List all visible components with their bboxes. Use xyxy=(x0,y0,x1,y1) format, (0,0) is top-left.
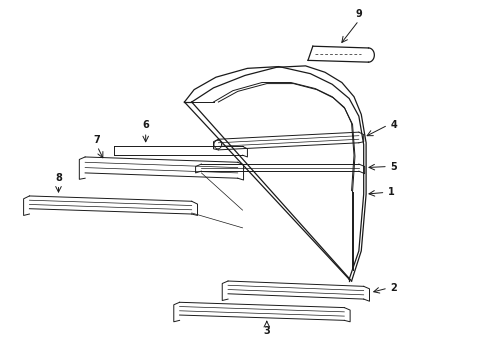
Text: 4: 4 xyxy=(391,120,397,130)
Text: 2: 2 xyxy=(391,283,397,293)
Text: 3: 3 xyxy=(264,326,270,336)
Text: 9: 9 xyxy=(355,9,362,19)
Text: 8: 8 xyxy=(55,173,62,183)
Text: 1: 1 xyxy=(388,188,394,197)
Text: 7: 7 xyxy=(94,135,100,145)
Text: 5: 5 xyxy=(391,162,397,171)
Text: 6: 6 xyxy=(142,120,149,130)
